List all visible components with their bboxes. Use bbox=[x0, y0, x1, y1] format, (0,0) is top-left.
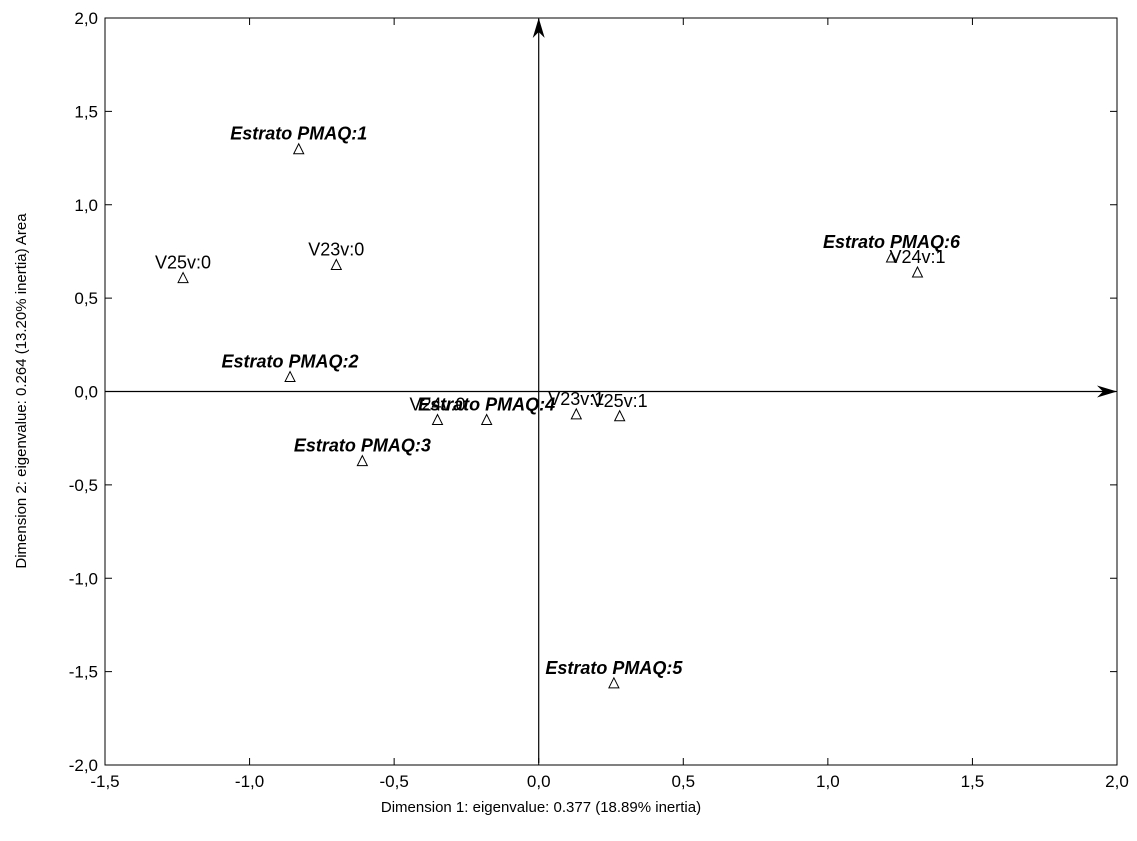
point-label: Estrato PMAQ:4 bbox=[418, 395, 555, 415]
y-tick-label: -0,5 bbox=[69, 476, 98, 495]
point-label: Estrato PMAQ:1 bbox=[230, 124, 367, 144]
point-label: V25v:0 bbox=[155, 253, 211, 273]
point-label: V24v:0 bbox=[409, 395, 465, 415]
point-label: Estrato PMAQ:2 bbox=[222, 352, 359, 372]
y-tick-label: 0,5 bbox=[74, 289, 98, 308]
point-marker bbox=[177, 271, 189, 284]
x-tick-label: -0,5 bbox=[379, 772, 408, 791]
point-marker bbox=[911, 265, 924, 278]
point-label: Estrato PMAQ:6 bbox=[823, 232, 961, 252]
y-tick-label: -1,0 bbox=[69, 569, 98, 588]
point-marker bbox=[885, 250, 898, 263]
y-tick-label: -2,0 bbox=[69, 756, 98, 775]
x-tick-label: -1,5 bbox=[90, 772, 119, 791]
point-marker bbox=[431, 413, 444, 426]
y-tick-label: 2,0 bbox=[74, 9, 98, 28]
origin-axes bbox=[105, 18, 1117, 763]
y-tick-label: -1,5 bbox=[69, 663, 98, 682]
point-label: V23v:0 bbox=[308, 240, 364, 260]
y-tick-label: 1,0 bbox=[74, 196, 98, 215]
y-axis-title: Dimension 2: eigenvalue: 0.264 (13.20% i… bbox=[13, 213, 30, 569]
y-tick-label: 1,5 bbox=[74, 102, 98, 121]
point-label: Estrato PMAQ:3 bbox=[294, 436, 431, 456]
point-marker bbox=[570, 407, 583, 420]
point-marker bbox=[284, 370, 296, 383]
point-marker bbox=[292, 142, 305, 155]
x-tick-label: 1,5 bbox=[961, 772, 985, 791]
x-tick-label: -1,0 bbox=[235, 772, 264, 791]
y-tick-label: 0,0 bbox=[74, 383, 98, 402]
point-label: V23v:1 bbox=[548, 389, 604, 409]
point-label: V25v:1 bbox=[592, 391, 648, 411]
point-marker bbox=[613, 409, 626, 422]
x-axis-title: Dimension 1: eigenvalue: 0.377 (18.89% i… bbox=[381, 799, 701, 816]
x-tick-label: 1,0 bbox=[816, 772, 840, 791]
axis-ticks: -1,5 -1,0 -0,5 0,0 0,5 1,0 1,5 2,0 2,0 1,5 1,0 0,5 0… bbox=[69, 9, 1129, 791]
x-tick-label: 0,0 bbox=[527, 772, 551, 791]
x-tick-label: 0,5 bbox=[671, 772, 695, 791]
x-tick-label: 2,0 bbox=[1105, 772, 1129, 791]
point-marker bbox=[356, 454, 369, 467]
point-marker bbox=[480, 413, 493, 426]
point-marker bbox=[330, 258, 343, 271]
point-label: Estrato PMAQ:5 bbox=[545, 658, 683, 678]
data-points: Estrato PMAQ:1 Estrato PMAQ:2 Estrato PMAQ… bbox=[155, 124, 961, 689]
point-label: V24v:1 bbox=[889, 247, 945, 267]
point-marker bbox=[608, 676, 620, 689]
